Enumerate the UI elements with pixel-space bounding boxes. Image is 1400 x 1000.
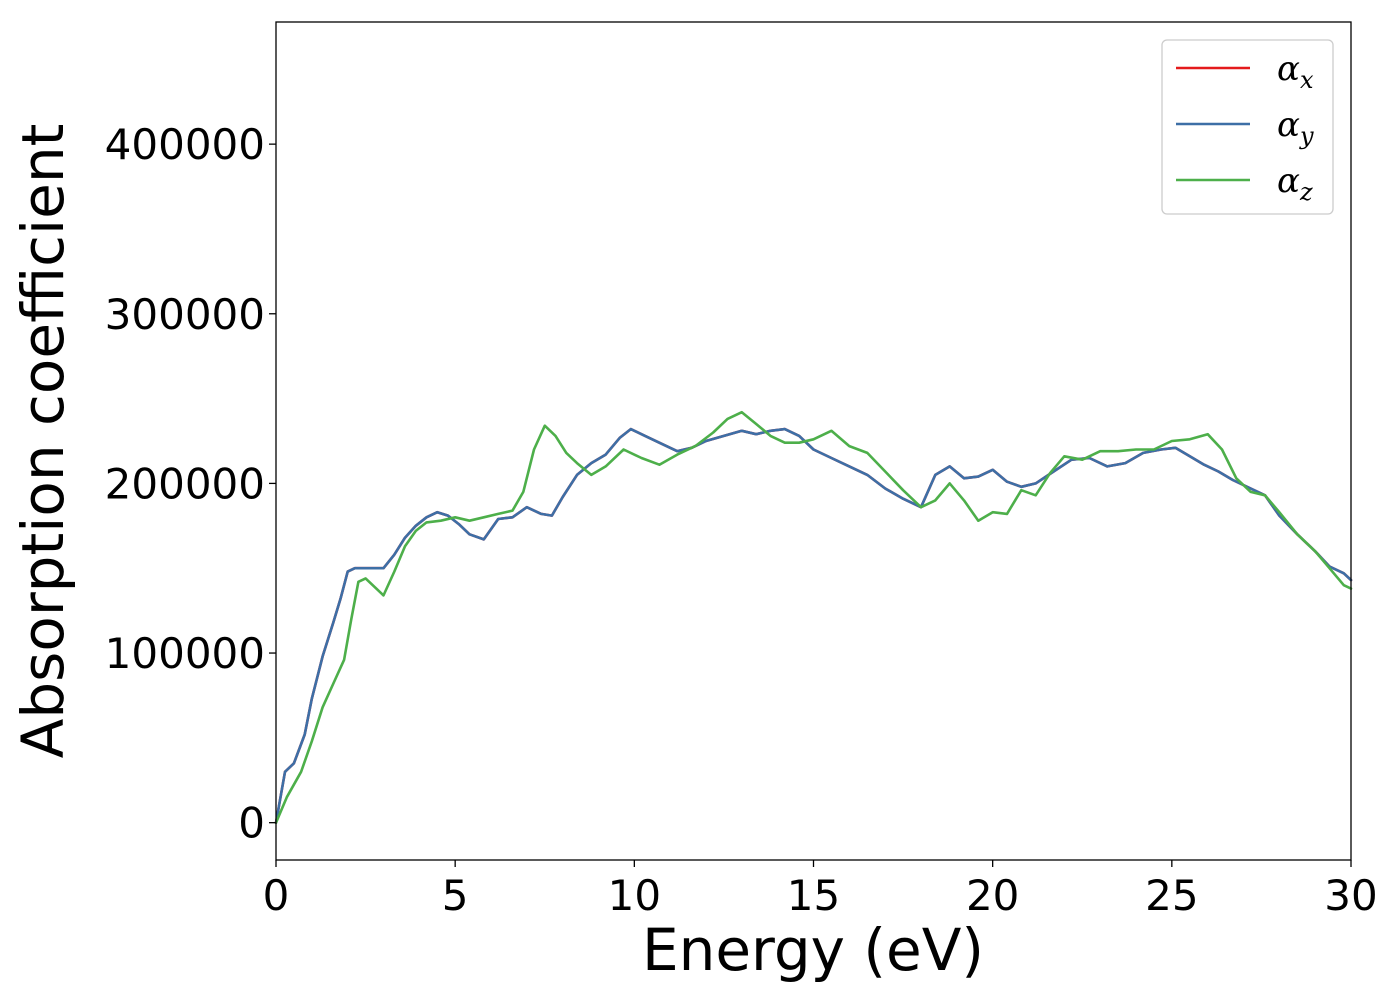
y-tick-label: 0 — [238, 799, 265, 848]
x-tick-label: 10 — [608, 871, 661, 920]
legend-label-alpha-x: αx — [1277, 49, 1314, 94]
legend-label-alpha-y: αy — [1277, 105, 1314, 150]
x-tick-label: 0 — [263, 871, 290, 920]
series-line-alpha-z — [274, 410, 1353, 825]
y-tick-label: 200000 — [105, 459, 265, 508]
series-layer — [274, 410, 1353, 825]
legend-box — [1161, 39, 1334, 215]
x-tick-label: 20 — [966, 871, 1019, 920]
x-axis: 0 5 10 15 20 25 30 — [263, 860, 1378, 920]
legend-label-alpha-z: αz — [1277, 161, 1313, 206]
y-axis-title: Absorption coefficient — [9, 124, 77, 759]
y-axis: 0 100000 200000 300000 400000 — [105, 120, 276, 848]
series-line-alpha-y — [274, 427, 1353, 825]
x-tick-label: 15 — [787, 871, 840, 920]
y-tick-label: 400000 — [105, 120, 265, 169]
legend: αx αy αz — [1161, 39, 1334, 215]
x-tick-label: 30 — [1324, 871, 1377, 920]
y-tick-label: 100000 — [105, 629, 265, 678]
y-tick-label: 300000 — [105, 290, 265, 339]
x-tick-label: 25 — [1145, 871, 1198, 920]
x-tick-label: 5 — [442, 871, 469, 920]
x-axis-title: Energy (eV) — [642, 916, 984, 984]
